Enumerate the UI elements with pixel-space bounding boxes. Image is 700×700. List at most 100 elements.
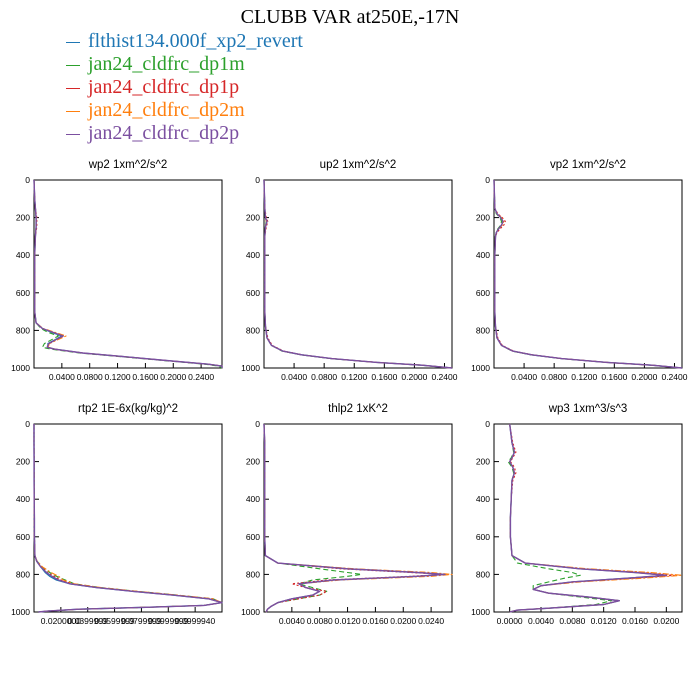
series-line — [33, 179, 223, 368]
x-tick-label: 0.0400 — [511, 372, 537, 382]
series-line — [33, 424, 223, 613]
y-tick-label: 800 — [246, 325, 260, 335]
panel-title: wp3 1xm^3/s^3 — [548, 403, 628, 415]
legend-entry: jan24_cldfrc_dp2m — [66, 99, 303, 122]
plot-frame — [493, 179, 683, 369]
series-line — [263, 179, 453, 369]
x-tick-label: 0.0400 — [49, 372, 75, 382]
x-tick-label: 0.0800 — [541, 372, 567, 382]
series-line — [33, 424, 223, 613]
y-tick-label: 0 — [25, 175, 30, 185]
x-tick-label: 0.2400 — [661, 372, 687, 382]
y-tick-label: 600 — [246, 288, 260, 298]
series-line — [493, 179, 683, 369]
series-line — [33, 179, 223, 368]
x-tick-label: 0.0599999 — [94, 616, 134, 626]
y-tick-label: 0 — [25, 419, 30, 429]
plot-frame — [263, 423, 453, 613]
y-tick-label: 400 — [476, 494, 490, 504]
series-line — [263, 423, 446, 613]
series-line — [263, 423, 446, 613]
plot-frame — [33, 179, 223, 369]
y-tick-label: 1000 — [241, 607, 260, 617]
series-line — [33, 179, 223, 368]
x-tick-label: 0.0200 — [390, 616, 416, 626]
x-tick-label: 0.1600 — [132, 372, 158, 382]
y-tick-label: 1000 — [11, 363, 30, 373]
legend-label: jan24_cldfrc_dp1p — [88, 76, 240, 98]
series-line — [493, 179, 683, 369]
legend-swatch — [66, 133, 80, 135]
series-line — [509, 423, 683, 613]
y-tick-label: 1000 — [471, 363, 490, 373]
series-line — [509, 423, 675, 613]
x-tick-label: 0.0000 — [497, 616, 523, 626]
x-tick-label: 0.0200 — [653, 616, 679, 626]
y-tick-label: 0 — [255, 419, 260, 429]
series-line — [33, 424, 223, 613]
y-tick-label: 200 — [16, 213, 30, 223]
plot-frame — [263, 179, 453, 369]
x-tick-label: 0.0800 — [311, 372, 337, 382]
y-tick-label: 400 — [246, 250, 260, 260]
y-tick-label: 1000 — [11, 607, 30, 617]
x-tick-label: 0.0120 — [335, 616, 361, 626]
plot-frame — [33, 423, 223, 613]
figure-title: CLUBB VAR at250E,-17N — [240, 6, 460, 28]
x-tick-label: 0.0160 — [362, 616, 388, 626]
y-tick-label: 0 — [485, 175, 490, 185]
y-tick-label: 600 — [16, 288, 30, 298]
y-tick-label: 600 — [476, 288, 490, 298]
panel-title: thlp2 1xK^2 — [328, 403, 388, 415]
y-tick-label: 400 — [246, 494, 260, 504]
x-tick-label: 0.2000 — [401, 372, 427, 382]
legend-label: flthist134.000f_xp2_revert — [88, 30, 303, 52]
y-tick-label: 800 — [246, 569, 260, 579]
legend-swatch — [66, 87, 80, 89]
y-tick-label: 600 — [476, 532, 490, 542]
panel-title: up2 1xm^2/s^2 — [320, 159, 397, 171]
x-tick-label: 0.0040 — [279, 616, 305, 626]
y-tick-label: 1000 — [241, 363, 260, 373]
series-line — [263, 179, 453, 369]
x-tick-label: 0.1600 — [371, 372, 397, 382]
x-tick-label: 0.0799999 — [121, 616, 161, 626]
legend-swatch — [66, 110, 80, 112]
series-line — [507, 423, 613, 613]
legend-swatch — [66, 64, 80, 66]
y-tick-label: 200 — [246, 213, 260, 223]
y-tick-label: 600 — [246, 532, 260, 542]
series-line — [509, 423, 667, 613]
x-tick-label: 0.0160 — [622, 616, 648, 626]
panel-title: rtp2 1E-6x(kg/kg)^2 — [78, 403, 178, 415]
series-line — [263, 423, 446, 613]
x-tick-label: 0.0240 — [418, 616, 444, 626]
y-tick-label: 400 — [16, 250, 30, 260]
series-line — [33, 424, 223, 613]
y-tick-label: 200 — [16, 457, 30, 467]
series-line — [263, 423, 453, 613]
legend-label: jan24_cldfrc_dp2p — [88, 122, 240, 144]
series-line — [263, 179, 453, 369]
y-tick-label: 400 — [476, 250, 490, 260]
x-tick-label: 0.2000 — [631, 372, 657, 382]
legend-entry: flthist134.000f_xp2_revert — [66, 30, 303, 53]
x-tick-label: 0.0400 — [281, 372, 307, 382]
y-tick-label: 800 — [16, 325, 30, 335]
x-tick-label: 0.1200 — [105, 372, 131, 382]
x-tick-label: 0.2000 — [160, 372, 186, 382]
series-line — [33, 179, 223, 369]
legend-label: jan24_cldfrc_dp2m — [88, 99, 245, 121]
y-tick-label: 800 — [16, 569, 30, 579]
y-tick-label: 0 — [255, 175, 260, 185]
y-tick-label: 800 — [476, 569, 490, 579]
x-tick-label: 0.1600 — [601, 372, 627, 382]
x-tick-label: 0.0999999 — [148, 616, 188, 626]
x-tick-label: 0.0399999 — [68, 616, 108, 626]
legend-entry: jan24_cldfrc_dp2p — [66, 122, 303, 145]
panel-title: vp2 1xm^2/s^2 — [550, 159, 626, 171]
legend-entry: jan24_cldfrc_dp1p — [66, 76, 303, 99]
series-line — [263, 179, 453, 369]
y-tick-label: 200 — [246, 457, 260, 467]
